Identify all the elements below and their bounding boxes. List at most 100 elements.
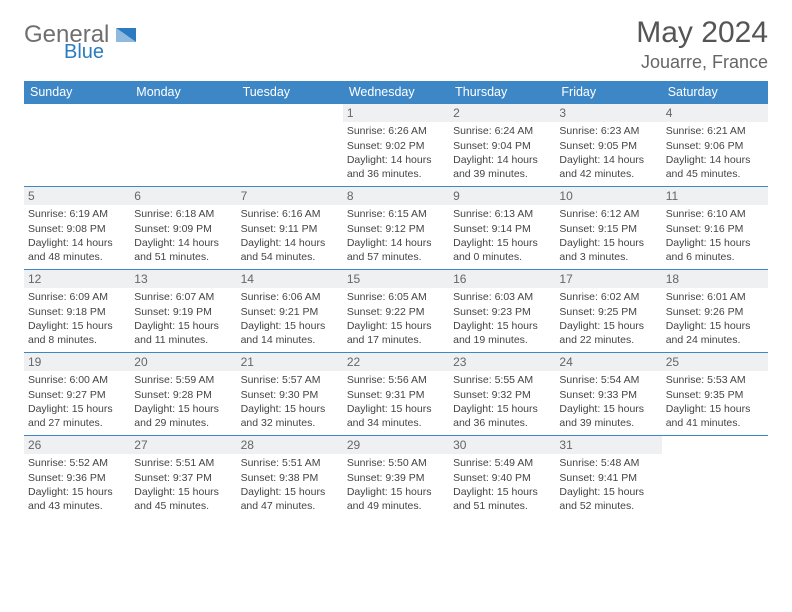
daylight-line-1: Daylight: 15 hours [559,485,657,499]
day-number: 17 [555,270,661,288]
daylight-line-2: and 34 minutes. [347,416,445,430]
calendar-cell: 17Sunrise: 6:02 AMSunset: 9:25 PMDayligh… [555,270,661,353]
sunset-line: Sunset: 9:37 PM [134,471,232,485]
sunrise-line: Sunrise: 6:01 AM [666,290,764,304]
calendar-cell: 20Sunrise: 5:59 AMSunset: 9:28 PMDayligh… [130,353,236,436]
sunrise-line: Sunrise: 6:00 AM [28,373,126,387]
day-info: Sunrise: 6:13 AMSunset: 9:14 PMDaylight:… [449,205,555,268]
sunrise-line: Sunrise: 5:50 AM [347,456,445,470]
day-info: Sunrise: 5:51 AMSunset: 9:37 PMDaylight:… [130,454,236,517]
day-number: 27 [130,436,236,454]
sunset-line: Sunset: 9:12 PM [347,222,445,236]
sunrise-line: Sunrise: 6:03 AM [453,290,551,304]
sunrise-line: Sunrise: 6:18 AM [134,207,232,221]
calendar-row: 12Sunrise: 6:09 AMSunset: 9:18 PMDayligh… [24,270,768,353]
calendar-cell: 31Sunrise: 5:48 AMSunset: 9:41 PMDayligh… [555,436,661,519]
day-info: Sunrise: 5:51 AMSunset: 9:38 PMDaylight:… [237,454,343,517]
sunrise-line: Sunrise: 5:57 AM [241,373,339,387]
day-info: Sunrise: 6:23 AMSunset: 9:05 PMDaylight:… [555,122,661,185]
day-number: 29 [343,436,449,454]
calendar-cell: 16Sunrise: 6:03 AMSunset: 9:23 PMDayligh… [449,270,555,353]
sunset-line: Sunset: 9:31 PM [347,388,445,402]
day-info: Sunrise: 6:12 AMSunset: 9:15 PMDaylight:… [555,205,661,268]
calendar-row: 19Sunrise: 6:00 AMSunset: 9:27 PMDayligh… [24,353,768,436]
day-number: 19 [24,353,130,371]
daylight-line-1: Daylight: 15 hours [28,402,126,416]
day-number: 16 [449,270,555,288]
daylight-line-2: and 6 minutes. [666,250,764,264]
sunrise-line: Sunrise: 6:16 AM [241,207,339,221]
calendar-cell: 25Sunrise: 5:53 AMSunset: 9:35 PMDayligh… [662,353,768,436]
day-info: Sunrise: 6:07 AMSunset: 9:19 PMDaylight:… [130,288,236,351]
daylight-line-1: Daylight: 15 hours [559,236,657,250]
daylight-line-1: Daylight: 14 hours [241,236,339,250]
day-info: Sunrise: 6:10 AMSunset: 9:16 PMDaylight:… [662,205,768,268]
sunrise-line: Sunrise: 6:07 AM [134,290,232,304]
sunrise-line: Sunrise: 5:56 AM [347,373,445,387]
calendar-cell: 6Sunrise: 6:18 AMSunset: 9:09 PMDaylight… [130,187,236,270]
day-info: Sunrise: 5:50 AMSunset: 9:39 PMDaylight:… [343,454,449,517]
day-info: Sunrise: 5:55 AMSunset: 9:32 PMDaylight:… [449,371,555,434]
day-info: Sunrise: 6:19 AMSunset: 9:08 PMDaylight:… [24,205,130,268]
day-number: 22 [343,353,449,371]
sunrise-line: Sunrise: 6:05 AM [347,290,445,304]
daylight-line-1: Daylight: 15 hours [453,485,551,499]
sunset-line: Sunset: 9:22 PM [347,305,445,319]
page-title: May 2024 [636,18,768,48]
daylight-line-1: Daylight: 15 hours [28,485,126,499]
daylight-line-1: Daylight: 14 hours [347,153,445,167]
calendar-row: 1Sunrise: 6:26 AMSunset: 9:02 PMDaylight… [24,104,768,187]
daylight-line-2: and 29 minutes. [134,416,232,430]
day-number: 18 [662,270,768,288]
day-number: 7 [237,187,343,205]
daylight-line-2: and 39 minutes. [453,167,551,181]
calendar-cell: 22Sunrise: 5:56 AMSunset: 9:31 PMDayligh… [343,353,449,436]
calendar-cell: 24Sunrise: 5:54 AMSunset: 9:33 PMDayligh… [555,353,661,436]
daylight-line-1: Daylight: 15 hours [134,402,232,416]
day-number: 3 [555,104,661,122]
day-number: 28 [237,436,343,454]
daylight-line-1: Daylight: 14 hours [453,153,551,167]
day-info: Sunrise: 5:56 AMSunset: 9:31 PMDaylight:… [343,371,449,434]
sunset-line: Sunset: 9:09 PM [134,222,232,236]
daylight-line-1: Daylight: 15 hours [453,319,551,333]
daylight-line-2: and 42 minutes. [559,167,657,181]
daylight-line-1: Daylight: 14 hours [28,236,126,250]
daylight-line-1: Daylight: 15 hours [241,402,339,416]
daylight-line-1: Daylight: 14 hours [347,236,445,250]
sunrise-line: Sunrise: 6:09 AM [28,290,126,304]
sunset-line: Sunset: 9:32 PM [453,388,551,402]
sunset-line: Sunset: 9:19 PM [134,305,232,319]
sunrise-line: Sunrise: 6:19 AM [28,207,126,221]
day-number: 6 [130,187,236,205]
calendar-body: 1Sunrise: 6:26 AMSunset: 9:02 PMDaylight… [24,104,768,519]
day-info: Sunrise: 6:02 AMSunset: 9:25 PMDaylight:… [555,288,661,351]
logo: General Blue [24,18,164,58]
sunset-line: Sunset: 9:36 PM [28,471,126,485]
calendar-cell: 28Sunrise: 5:51 AMSunset: 9:38 PMDayligh… [237,436,343,519]
logo-icon: General Blue [24,18,164,58]
sunset-line: Sunset: 9:39 PM [347,471,445,485]
daylight-line-2: and 27 minutes. [28,416,126,430]
daylight-line-2: and 3 minutes. [559,250,657,264]
day-info: Sunrise: 5:49 AMSunset: 9:40 PMDaylight:… [449,454,555,517]
daylight-line-1: Daylight: 15 hours [559,402,657,416]
day-number: 25 [662,353,768,371]
calendar-cell: 15Sunrise: 6:05 AMSunset: 9:22 PMDayligh… [343,270,449,353]
calendar-row: 5Sunrise: 6:19 AMSunset: 9:08 PMDaylight… [24,187,768,270]
calendar-cell: 12Sunrise: 6:09 AMSunset: 9:18 PMDayligh… [24,270,130,353]
daylight-line-1: Daylight: 15 hours [28,319,126,333]
sunset-line: Sunset: 9:15 PM [559,222,657,236]
day-number: 1 [343,104,449,122]
title-block: May 2024 Jouarre, France [636,18,768,73]
day-number: 31 [555,436,661,454]
daylight-line-2: and 43 minutes. [28,499,126,513]
calendar-cell: 3Sunrise: 6:23 AMSunset: 9:05 PMDaylight… [555,104,661,187]
daylight-line-2: and 22 minutes. [559,333,657,347]
daylight-line-2: and 39 minutes. [559,416,657,430]
header: General Blue May 2024 Jouarre, France [24,18,768,73]
calendar-cell: 10Sunrise: 6:12 AMSunset: 9:15 PMDayligh… [555,187,661,270]
day-number: 10 [555,187,661,205]
day-info: Sunrise: 5:57 AMSunset: 9:30 PMDaylight:… [237,371,343,434]
sunset-line: Sunset: 9:16 PM [666,222,764,236]
